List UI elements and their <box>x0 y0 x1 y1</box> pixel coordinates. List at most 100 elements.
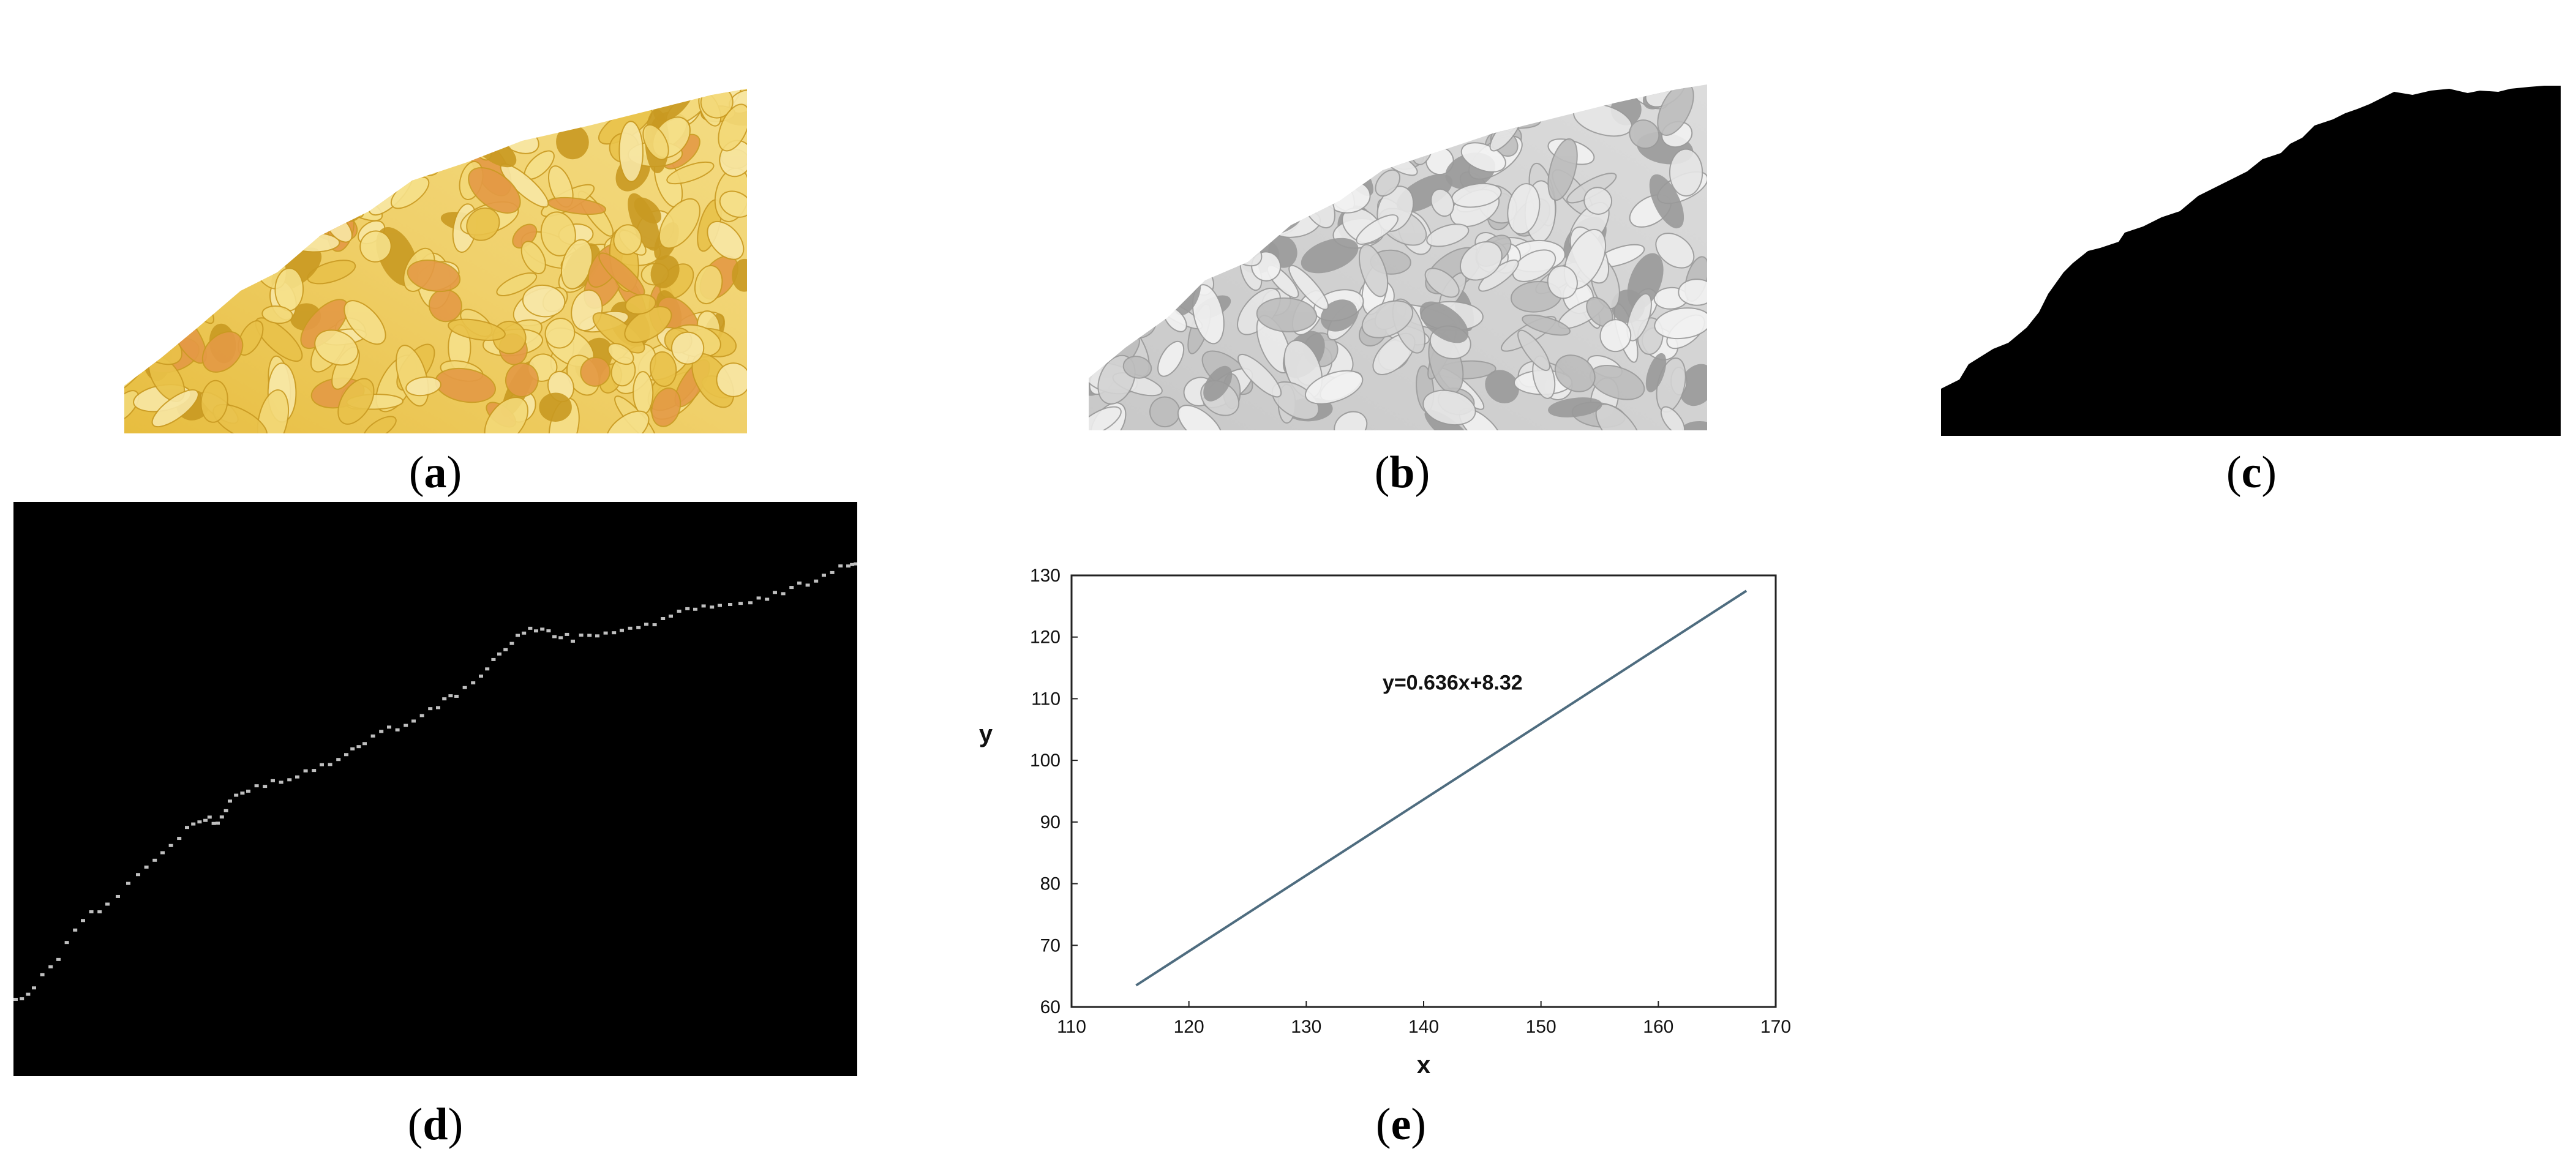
edge-point <box>223 809 228 812</box>
edge-point <box>219 815 224 819</box>
edge-point <box>271 779 275 782</box>
seed-texture <box>1460 241 1503 281</box>
seed-texture <box>1419 301 1469 343</box>
edge-point <box>185 826 189 829</box>
binary-mask-image <box>1941 86 2561 436</box>
edge-point <box>728 603 732 607</box>
seed-texture <box>193 111 224 147</box>
seed-texture <box>1123 157 1141 211</box>
seed-texture <box>428 289 462 323</box>
seed-texture <box>197 203 237 254</box>
edge-point <box>240 791 245 795</box>
seed-texture <box>580 356 611 387</box>
seed-texture <box>337 378 375 425</box>
seed-texture <box>407 260 461 293</box>
edge-point <box>116 894 120 898</box>
seed-texture <box>1113 188 1144 220</box>
seed-texture <box>522 284 566 318</box>
seed-texture <box>1455 84 1484 108</box>
linear-fit-chart: 110 120 130 140 150 160 170 60 70 80 90 100 110 120 1… <box>979 566 1791 1079</box>
seed-texture <box>203 246 238 274</box>
seed-texture <box>1599 319 1632 353</box>
seed-texture <box>1157 340 1185 377</box>
seed-texture <box>1094 124 1155 154</box>
edge-point <box>822 574 826 577</box>
edge-point <box>203 818 208 822</box>
y-tick-label: 130 <box>1030 566 1061 586</box>
seed-texture <box>1174 143 1214 176</box>
seed-texture <box>201 331 244 373</box>
seed-texture <box>1171 153 1215 189</box>
seed-texture <box>310 173 334 204</box>
seed-texture <box>1114 119 1141 166</box>
edge-point <box>211 821 216 825</box>
seed-texture <box>1462 96 1502 134</box>
edge-point <box>846 564 851 568</box>
x-tick-label: 170 <box>1760 1017 1791 1037</box>
seed-texture <box>719 190 747 218</box>
seed-texture <box>301 163 324 203</box>
seed-texture <box>367 122 424 145</box>
seed-texture <box>1331 122 1353 174</box>
caption-c: (c) <box>2226 447 2277 498</box>
edge-point <box>454 694 459 698</box>
seed-texture <box>1485 370 1519 403</box>
equation-annotation: y=0.636x+8.32 <box>1383 671 1523 694</box>
seed-texture <box>1301 238 1359 274</box>
seed-texture <box>1547 265 1578 299</box>
seed-texture <box>1237 353 1282 398</box>
seed-texture <box>1329 86 1380 113</box>
seed-texture <box>1241 136 1291 160</box>
edge-point <box>773 591 777 594</box>
caption-b: (b) <box>1374 447 1430 498</box>
edge-point <box>528 626 533 630</box>
seed-texture <box>347 89 397 116</box>
edge-point <box>81 919 85 922</box>
edge-point <box>462 686 467 689</box>
seed-texture <box>1207 92 1249 115</box>
edge-point <box>685 607 690 610</box>
seed-texture <box>1267 124 1293 171</box>
seed-texture <box>1097 174 1124 214</box>
edge-point <box>797 582 802 585</box>
caption-a: (a) <box>408 447 462 498</box>
seed-texture <box>1288 264 1329 310</box>
edge-point <box>177 837 182 840</box>
edge-point <box>497 652 501 656</box>
seed-texture <box>161 108 189 138</box>
edge-point <box>344 753 348 757</box>
edge-point <box>20 997 24 1001</box>
edge-point <box>89 910 94 914</box>
edge-point <box>312 769 317 773</box>
edge-point <box>404 724 408 727</box>
seed-texture <box>124 119 160 147</box>
edge-point <box>263 785 268 788</box>
seed-texture <box>128 215 164 251</box>
seed-texture <box>1657 84 1694 137</box>
seed-texture <box>388 120 416 172</box>
edge-point <box>546 629 551 633</box>
x-tick-label: 140 <box>1408 1017 1439 1037</box>
x-tick-label: 120 <box>1174 1017 1204 1037</box>
seed-texture <box>1114 194 1153 241</box>
seed-texture <box>124 150 154 179</box>
edge-point <box>534 629 538 633</box>
seed-pile-color-image <box>124 89 747 433</box>
seed-texture <box>359 230 392 263</box>
seed-texture <box>1522 314 1571 336</box>
edge-point <box>491 657 496 661</box>
edge-point <box>13 998 18 1001</box>
seed-texture <box>1375 169 1401 197</box>
edge-point <box>565 632 569 636</box>
edge-point <box>636 626 641 629</box>
seed-texture <box>1177 405 1223 430</box>
edge-point <box>168 844 173 847</box>
edge-point <box>97 910 102 914</box>
seed-texture <box>285 232 340 253</box>
seed-texture <box>448 318 506 341</box>
seed-texture <box>363 416 397 433</box>
seed-texture <box>625 294 656 315</box>
seed-texture <box>217 144 240 179</box>
seed-texture <box>1120 307 1158 327</box>
edge-point <box>485 667 490 671</box>
